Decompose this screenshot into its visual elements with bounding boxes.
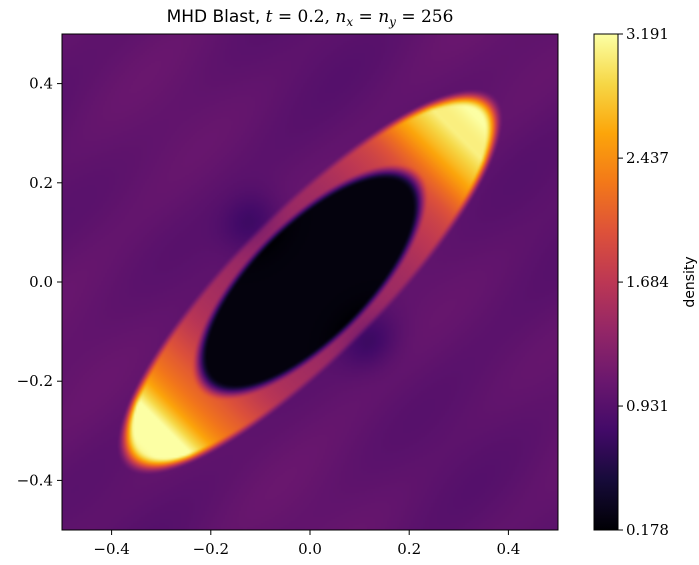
title-t-eq: = 0.2, [272,7,335,27]
x-tick-label: 0.2 [397,540,421,558]
x-tick-label: 0.0 [298,540,322,558]
x-tick-label: −0.2 [193,540,229,558]
colorbar-ticks: 3.191 2.437 1.684 0.931 0.178 [618,25,669,539]
colorbar-tick-label: 0.178 [626,521,669,539]
title-nx-var: n [335,7,346,27]
title-ny-sub: y [388,15,396,29]
title-t-var: t [266,7,273,27]
y-tick-label: 0.4 [29,75,53,93]
colorbar-tick-label: 2.437 [626,149,669,167]
density-heatmap [62,34,558,530]
x-tick-label: −0.4 [93,540,129,558]
y-tick-label: 0.2 [29,174,53,192]
y-axis: 0.4 0.2 0.0 −0.2 −0.4 [17,75,62,489]
colorbar-tick-label: 3.191 [626,25,669,43]
x-tick-label: 0.4 [496,540,520,558]
chart-title: MHD Blast, t = 0.2, nx = ny = 256 [167,7,454,29]
colorbar-tick-label: 1.684 [626,273,669,291]
title-prefix: MHD Blast, [167,7,266,27]
y-tick-label: −0.2 [17,372,53,390]
x-axis: −0.4 −0.2 0.0 0.2 0.4 [93,530,520,558]
title-eq2: = 256 [396,7,454,27]
colorbar-gradient [593,33,619,531]
colorbar: 3.191 2.437 1.684 0.931 0.178 density [593,25,698,539]
title-nx-sub: x [346,15,353,29]
y-tick-label: −0.4 [17,471,53,489]
title-eq1: = [353,7,378,27]
colorbar-tick-label: 0.931 [626,397,669,415]
heatmap-plot-area [61,33,559,531]
colorbar-label: density [682,256,698,307]
title-ny-var: n [378,7,389,27]
y-tick-label: 0.0 [29,273,53,291]
